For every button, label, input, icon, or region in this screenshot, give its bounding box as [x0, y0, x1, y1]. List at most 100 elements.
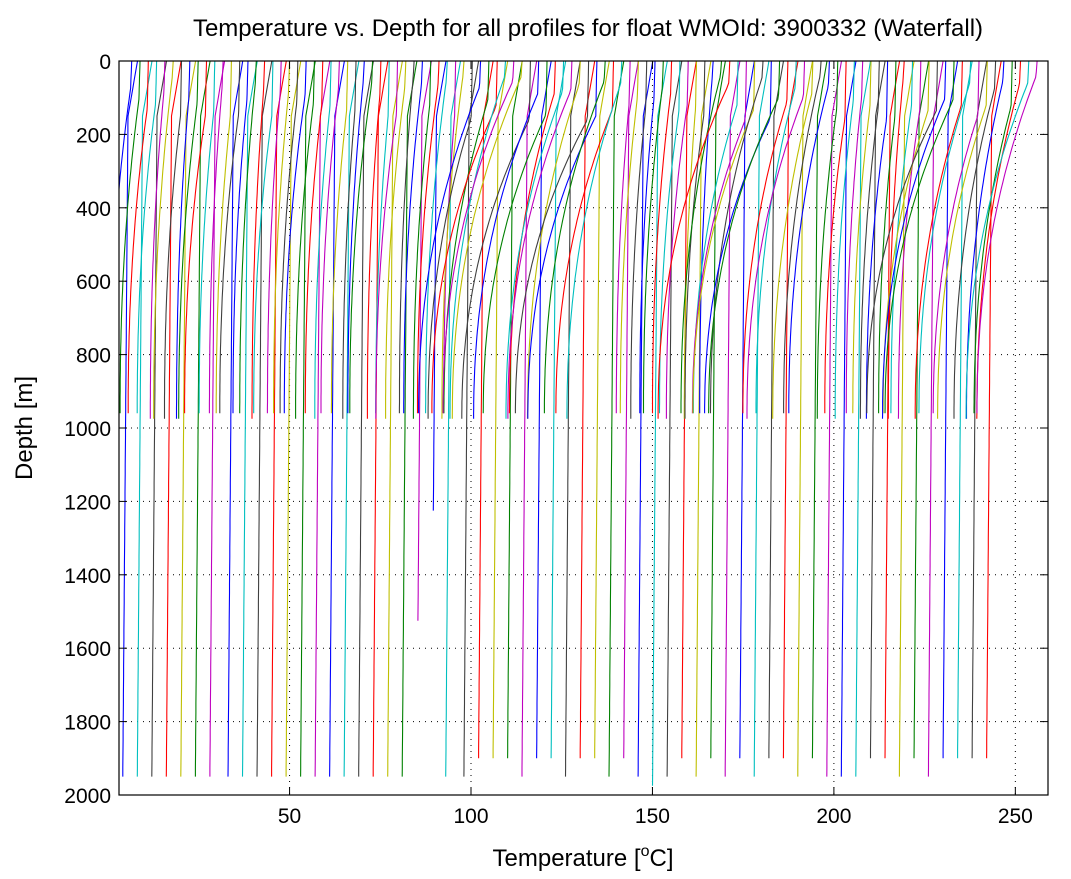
shallow-profile-line: [507, 61, 573, 419]
shallow-profile-line: [253, 61, 274, 414]
shallow-profile-line: [375, 61, 399, 419]
deep-profile-line: [637, 61, 654, 777]
deep-profile-line: [329, 61, 345, 777]
shallow-profile-line: [349, 61, 374, 414]
shallow-profile-line: [965, 61, 1030, 419]
deep-profile-line: [579, 61, 596, 759]
shallow-profile-line: [704, 61, 772, 414]
shallow-profile-line: [136, 61, 158, 414]
shallow-profile-line: [273, 61, 291, 414]
x-tick-label: 150: [635, 805, 670, 828]
shallow-profile-line: [630, 61, 648, 419]
shallow-profile-line: [320, 61, 340, 414]
deep-profile-line: [122, 61, 139, 777]
deep-profile-line: [724, 61, 741, 777]
y-tick-label: 1600: [64, 638, 111, 661]
deep-profile-line: [782, 61, 799, 759]
shallow-profile-line: [416, 61, 440, 414]
shallow-profile-line: [505, 61, 565, 419]
shallow-profile-line: [680, 61, 723, 414]
shallow-profile-line: [208, 61, 224, 414]
deep-profile-line: [478, 61, 494, 759]
y-tick-label: 400: [76, 198, 111, 221]
shallow-profile-line: [215, 61, 232, 414]
shallow-profile-line: [127, 61, 149, 414]
shallow-profile-line: [651, 61, 673, 414]
shallow-profile-line: [403, 61, 423, 414]
shallow-profile-line: [425, 61, 448, 414]
deep-profile-line: [492, 61, 509, 759]
y-tick-label: 1200: [64, 491, 111, 514]
shallow-profile-line: [347, 61, 365, 414]
shallow-profile-line: [427, 61, 473, 419]
shallow-profile-line: [527, 61, 598, 419]
shallow-profile-line: [684, 61, 706, 419]
deep-profile-line: [507, 61, 523, 759]
shallow-profile-line: [897, 61, 922, 419]
shallow-profile-line: [314, 61, 332, 419]
shallow-profile-line: [881, 61, 947, 419]
shallow-profile-line: [657, 61, 731, 419]
deep-profile-line: [209, 61, 226, 777]
shallow-profile-line: [119, 61, 133, 195]
deep-profile-line: [136, 61, 153, 777]
shallow-profile-line: [976, 61, 1038, 414]
deep-profile-line: [608, 61, 625, 777]
shallow-profile-line: [342, 61, 357, 419]
shallow-profile-line: [742, 61, 789, 414]
shallow-profile-line: [508, 61, 556, 414]
shallow-profile-line: [251, 61, 266, 419]
deep-profile-line: [401, 61, 418, 777]
shallow-profile-line: [385, 61, 407, 419]
y-tick-label: 1800: [64, 712, 111, 735]
shallow-profile-line: [232, 61, 249, 414]
shallow-profile-line: [834, 61, 855, 419]
shallow-profile-line: [566, 61, 623, 419]
shallow-profile-line: [914, 61, 963, 419]
shallow-profile-line: [412, 61, 432, 419]
deep-profile-line: [285, 61, 302, 777]
x-axis-label: Temperature [oC]: [493, 843, 674, 872]
shallow-profile-line: [746, 61, 806, 419]
deep-profile-line: [271, 61, 287, 777]
shallow-profile-line: [279, 61, 299, 414]
chart-title: Temperature vs. Depth for all profiles f…: [193, 15, 983, 42]
deep-profile-line: [194, 61, 211, 777]
shallow-profile-line: [918, 61, 972, 414]
shallow-profile-line: [163, 61, 183, 419]
shallow-profile-line: [449, 61, 507, 419]
deep-profile-line: [151, 61, 168, 777]
shallow-profile-line: [398, 61, 415, 414]
deep-profile-line: [913, 61, 930, 759]
deep-profile-line: [884, 61, 901, 759]
deep-profile-line: [811, 61, 828, 759]
shallow-profile-line: [184, 61, 208, 414]
deep-profile-line: [180, 61, 197, 777]
shallow-profile-line: [866, 61, 938, 414]
shallow-profile-line: [482, 61, 548, 414]
y-tick-label: 2000: [64, 785, 111, 808]
deep-profile-line: [358, 61, 374, 777]
deep-profile-line: [594, 61, 610, 759]
deep-profile-line: [826, 61, 843, 777]
deep-profile-line: [768, 61, 785, 759]
deep-profile-line: [536, 61, 552, 759]
axis-ticks: 50 100 150 200 250 0 200 400 600 800 1000 1200 1400 1…: [64, 51, 1048, 828]
deep-profile-line: [986, 61, 1002, 759]
y-tick-label: 600: [76, 271, 111, 294]
deep-profile-line: [651, 61, 668, 786]
shallow-profile-line: [852, 61, 872, 414]
deep-profile-line: [927, 61, 944, 777]
x-tick-label: 50: [278, 805, 301, 828]
y-tick-label: 800: [76, 345, 111, 368]
shallow-profile-line: [665, 61, 689, 419]
shallow-profile-line: [932, 61, 980, 414]
y-tick-label: 0: [99, 51, 111, 74]
deep-profile-line: [623, 61, 639, 759]
deep-profile-line: [387, 61, 403, 777]
deep-profile-line: [753, 61, 770, 777]
shallow-profile-line: [153, 61, 174, 419]
shallow-profile-line: [295, 61, 315, 419]
profile-series: [119, 61, 1038, 786]
